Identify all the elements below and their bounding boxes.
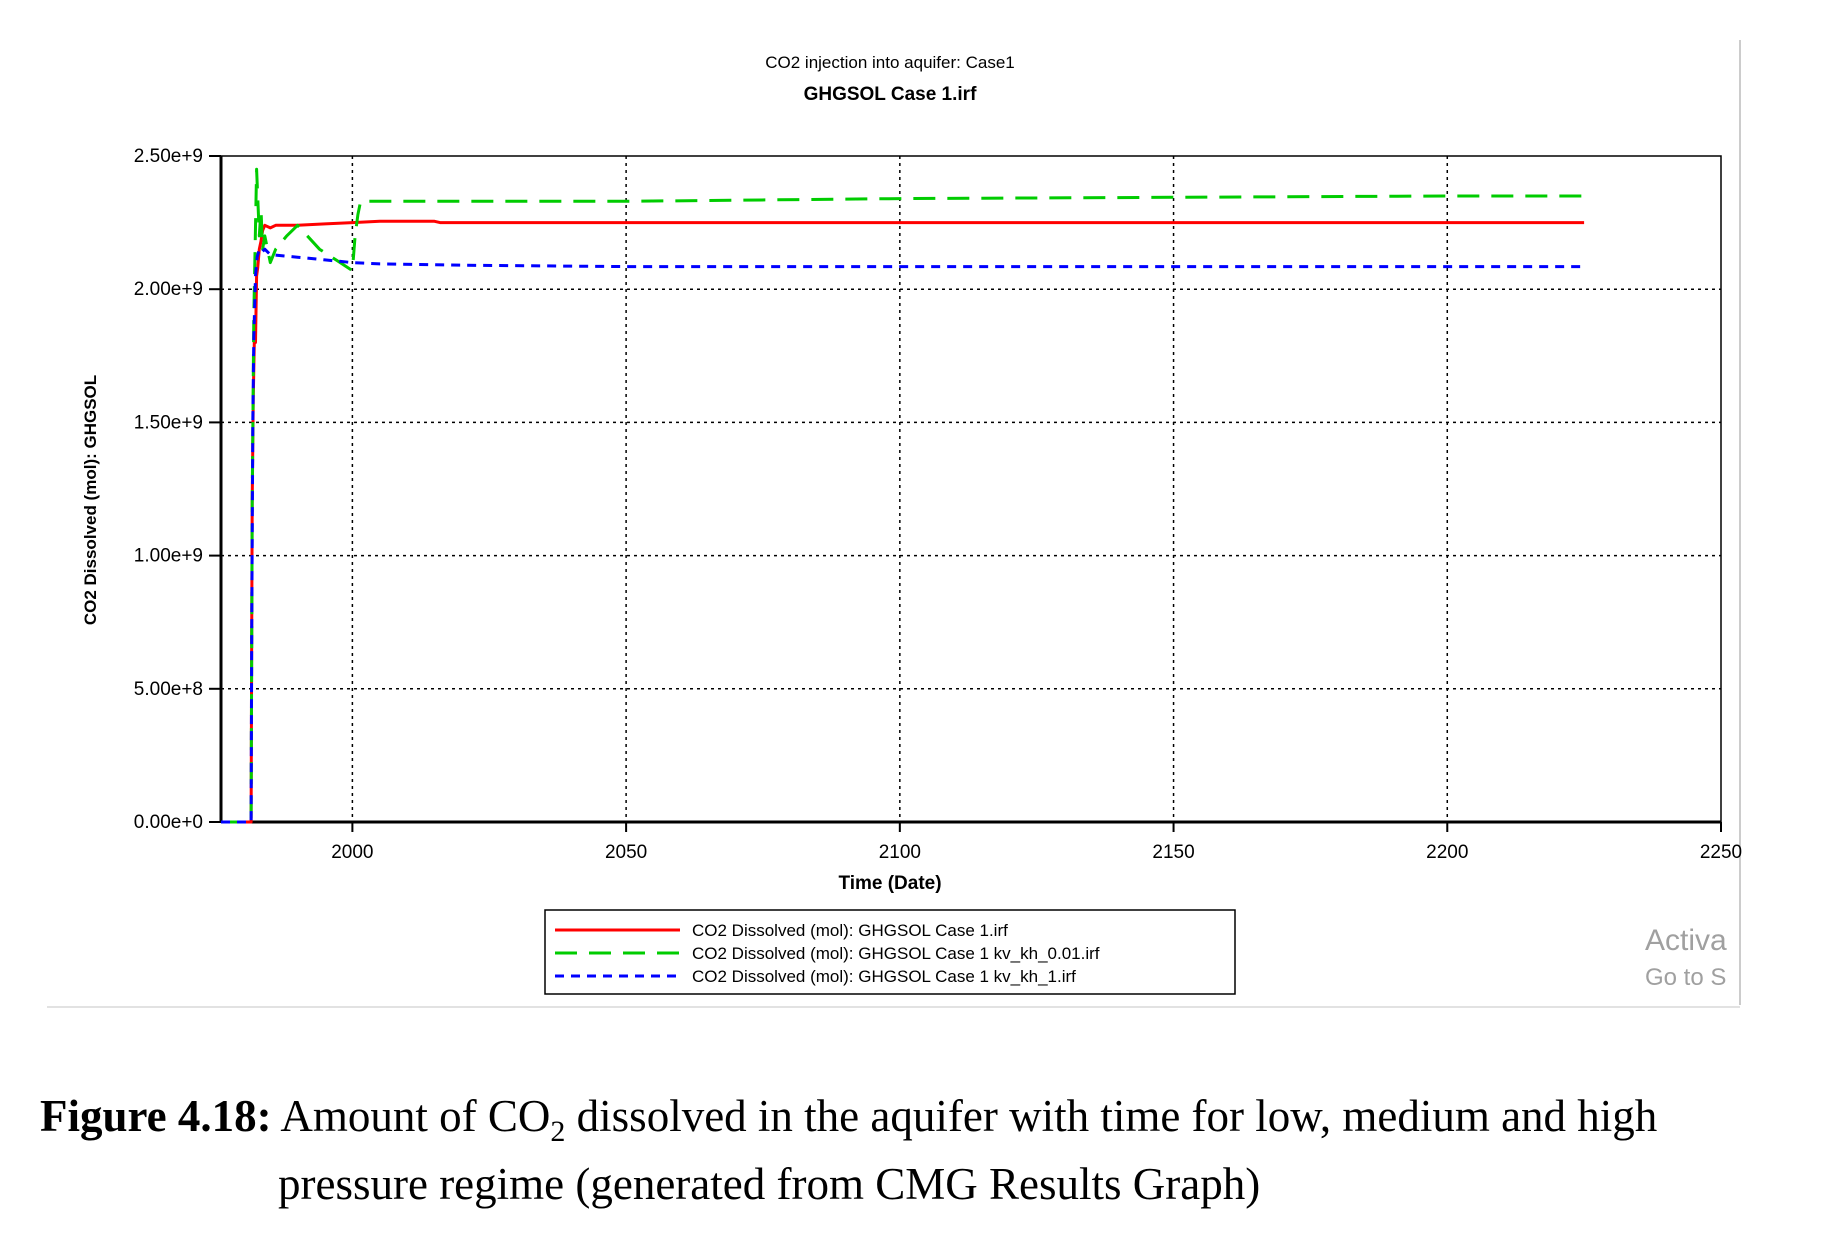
x-tick-label: 2250 bbox=[1700, 842, 1742, 863]
caption-label: Figure 4.18: bbox=[40, 1091, 272, 1141]
y-tick-label: 1.50e+9 bbox=[134, 412, 203, 433]
x-axis-label: Time (Date) bbox=[838, 873, 941, 894]
y-axis-label: CO2 Dissolved (mol): GHGSOL bbox=[81, 375, 100, 625]
series-layer bbox=[221, 167, 1585, 824]
x-tick-label: 2050 bbox=[605, 842, 647, 863]
legend-label: CO2 Dissolved (mol): GHGSOL Case 1 kv_kh… bbox=[692, 967, 1076, 986]
watermark-line1: Activa bbox=[1645, 924, 1727, 957]
axes: 2000 2050 2100 2150 2200 2250 0.00e+0 5.00e+8 1.… bbox=[134, 146, 1742, 863]
grid bbox=[221, 156, 1721, 822]
caption-subscript: 2 bbox=[550, 1115, 566, 1148]
y-tick-label: 1.00e+9 bbox=[134, 546, 203, 567]
legend-label: CO2 Dissolved (mol): GHGSOL Case 1 kv_kh… bbox=[692, 944, 1100, 963]
y-tick-label: 5.00e+8 bbox=[134, 679, 203, 700]
chart-subtitle: GHGSOL Case 1.irf bbox=[804, 84, 977, 105]
series-line-co2-dissolved-mol-ghgsol-case-1-kv-kh-1-irf bbox=[221, 247, 1585, 824]
figure-caption: Figure 4.18: Amount of CO2 dissolved in … bbox=[40, 1090, 1780, 1211]
legend: CO2 Dissolved (mol): GHGSOL Case 1.irf CO… bbox=[544, 909, 1236, 995]
caption-text-1: Amount of CO bbox=[280, 1091, 551, 1141]
x-tick-label: 2200 bbox=[1426, 842, 1468, 863]
y-tick-label: 2.00e+9 bbox=[134, 279, 203, 300]
series-line-co2-dissolved-mol-ghgsol-case-1-irf bbox=[221, 219, 1585, 824]
x-tick-label: 2000 bbox=[331, 842, 373, 863]
y-tick-label: 2.50e+9 bbox=[134, 146, 203, 167]
watermark-line2: Go to S bbox=[1645, 964, 1726, 991]
x-tick-label: 2150 bbox=[1152, 842, 1194, 863]
caption-text-2: pressure regime (generated from CMG Resu… bbox=[278, 1159, 1261, 1209]
x-tick-label: 2100 bbox=[879, 842, 921, 863]
chart-title: CO2 injection into aquifer: Case1 bbox=[765, 53, 1014, 72]
legend-label: CO2 Dissolved (mol): GHGSOL Case 1.irf bbox=[692, 921, 1008, 940]
chart: CO2 injection into aquifer: Case1 GHGSOL… bbox=[47, 40, 1742, 1008]
plot-area bbox=[220, 155, 1722, 823]
caption-text-1-rest: dissolved in the aquifer with time for l… bbox=[576, 1091, 1658, 1141]
y-tick-label: 0.00e+0 bbox=[134, 812, 203, 833]
series-line-co2-dissolved-mol-ghgsol-case-1-kv-kh-0-01-irf bbox=[221, 167, 1585, 824]
